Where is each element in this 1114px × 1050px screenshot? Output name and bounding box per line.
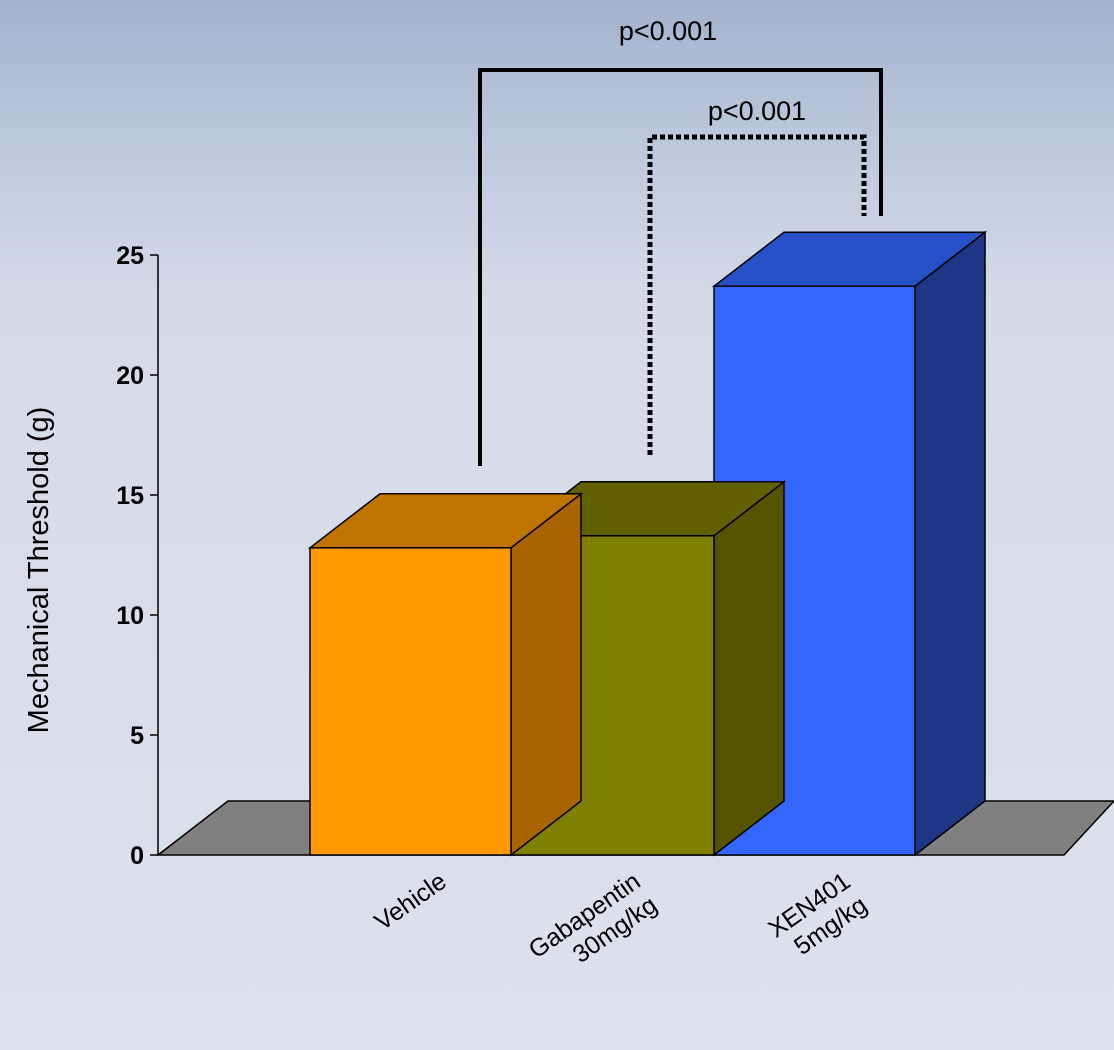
p-value-label: p<0.001 bbox=[619, 16, 717, 46]
y-tick-label: 10 bbox=[116, 602, 144, 630]
significance-bracket-dotted bbox=[647, 134, 867, 455]
y-tick-label: 5 bbox=[130, 722, 144, 750]
y-tick-label: 0 bbox=[130, 842, 144, 870]
p-value-label: p<0.001 bbox=[708, 96, 806, 126]
significance-bracket-solid bbox=[478, 68, 883, 466]
bar bbox=[307, 492, 584, 857]
x-tick-label: Vehicle bbox=[370, 867, 452, 936]
y-tick-label: 15 bbox=[116, 482, 144, 510]
bar-side-face bbox=[510, 492, 582, 857]
bar-front-face bbox=[309, 547, 512, 856]
x-tick-label: XEN4015mg/kg bbox=[763, 867, 872, 967]
bar-side-face bbox=[713, 480, 785, 857]
y-tick-label: 25 bbox=[116, 242, 144, 270]
y-axis-label: Mechanical Threshold (g) bbox=[23, 407, 55, 734]
bar bbox=[711, 230, 988, 857]
x-tick-label: Gabapentin30mg/kg bbox=[524, 867, 663, 988]
bar-side-face bbox=[914, 230, 986, 857]
y-tick-label: 20 bbox=[116, 362, 144, 390]
